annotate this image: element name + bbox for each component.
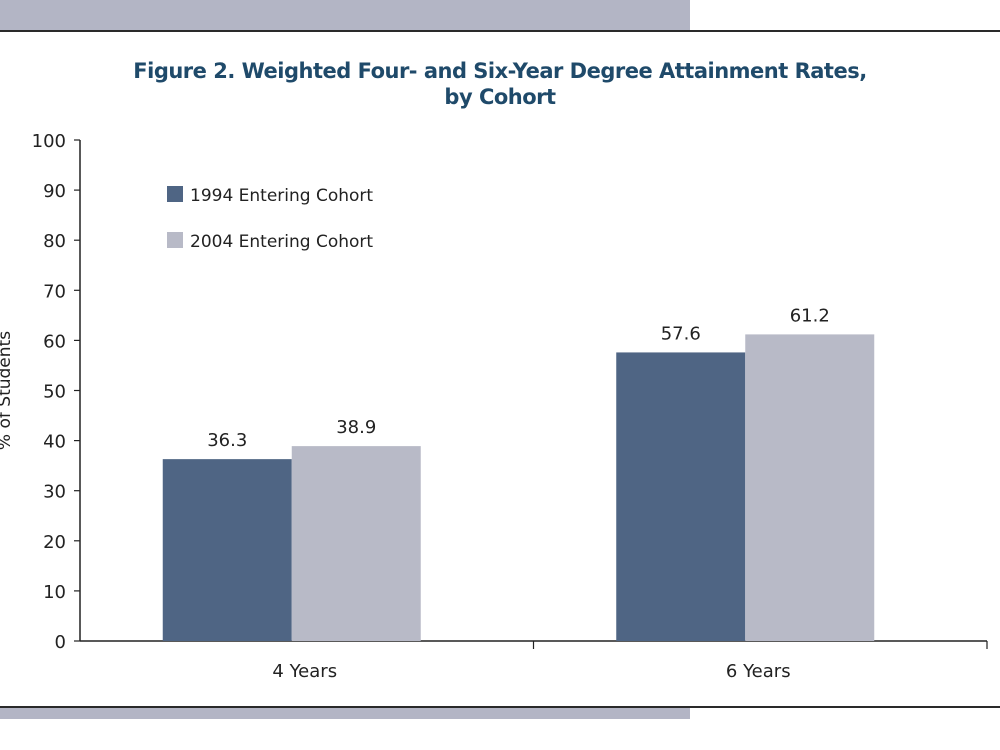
- top-decor-band: [0, 0, 690, 30]
- bar-2-2: [745, 334, 875, 641]
- data-label: 61.2: [790, 305, 830, 326]
- y-tick-label: 100: [32, 131, 66, 152]
- chart-title: Figure 2. Weighted Four- and Six-Year De…: [0, 58, 1000, 110]
- y-tick-label: 70: [43, 281, 66, 302]
- y-tick-label: 50: [43, 382, 66, 403]
- bottom-decor-band: [0, 708, 690, 719]
- top-rule: [0, 30, 1000, 32]
- y-tick-label: 40: [43, 432, 66, 453]
- x-tick-label: 4 Years: [272, 661, 337, 682]
- bar-1-2: [616, 352, 746, 641]
- chart-title-line-1: Figure 2. Weighted Four- and Six-Year De…: [133, 59, 867, 83]
- legend-label: 1994 Entering Cohort: [190, 186, 373, 206]
- y-tick-label: 80: [43, 231, 66, 252]
- data-label: 36.3: [207, 430, 247, 451]
- y-tick-label: 30: [43, 482, 66, 503]
- chart-title-line-2: by Cohort: [444, 85, 556, 109]
- x-tick-label: 6 Years: [726, 661, 791, 682]
- y-tick-label: 60: [43, 331, 66, 352]
- legend-label: 2004 Entering Cohort: [190, 232, 373, 252]
- bottom-rule: [0, 706, 1000, 708]
- y-tick-label: 10: [43, 582, 66, 603]
- bar-1-1: [162, 459, 292, 641]
- y-tick-label: 20: [43, 532, 66, 553]
- y-tick-label: 90: [43, 181, 66, 202]
- y-tick-label: 0: [55, 632, 66, 653]
- bar-2-1: [291, 446, 421, 641]
- legend-swatch: [167, 186, 183, 202]
- legend-swatch: [167, 232, 183, 248]
- data-label: 38.9: [336, 417, 376, 438]
- y-axis-label: % of Students: [0, 331, 15, 450]
- data-label: 57.6: [661, 323, 701, 344]
